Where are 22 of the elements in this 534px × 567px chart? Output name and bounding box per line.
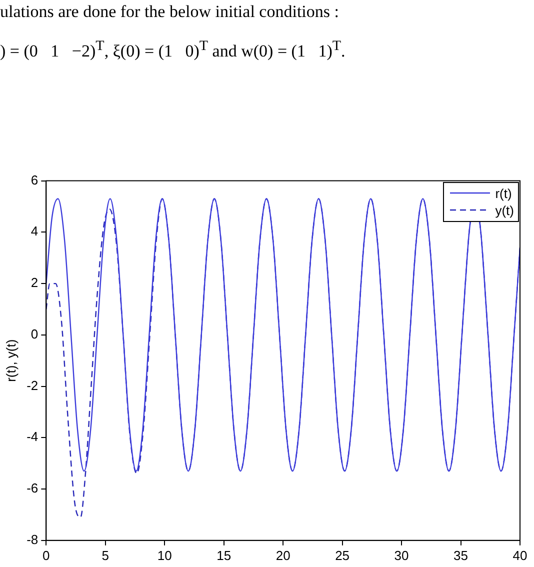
- x-tick-label: 25: [335, 548, 350, 563]
- y-tick-label: 0: [30, 326, 38, 342]
- x-tick-label: 40: [512, 548, 528, 563]
- x-tick-label: 35: [454, 548, 468, 563]
- y-tick-label: 2: [30, 275, 38, 290]
- y-tick-label: -2: [26, 378, 38, 393]
- x-tick-label: 30: [394, 548, 409, 563]
- legend-label: y(t): [495, 202, 514, 218]
- legend-label: r(t): [495, 186, 512, 201]
- text: ) = (0 1 −2)$^{T}$, ξ(0) = (1 0)$^{T}$ and w(0) = (1 1)$^{T}$.: [0, 38, 346, 62]
- y-tick-label: -8: [26, 532, 38, 547]
- x-tick-label: 20: [276, 548, 290, 563]
- y-axis-title: r(t), y(t): [3, 339, 18, 382]
- x-tick-label: 0: [42, 548, 50, 563]
- y-tick-label: 4: [30, 224, 38, 239]
- x-tick-label: 10: [157, 548, 172, 563]
- y-tick-label: 6: [30, 172, 38, 188]
- x-tick-label: 15: [216, 548, 232, 563]
- x-tick-label: 5: [102, 548, 110, 563]
- y-tick-label: -4: [26, 429, 38, 444]
- text: ulations are done for the below initial conditions :: [0, 2, 339, 22]
- y-tick-label: -6: [26, 480, 38, 496]
